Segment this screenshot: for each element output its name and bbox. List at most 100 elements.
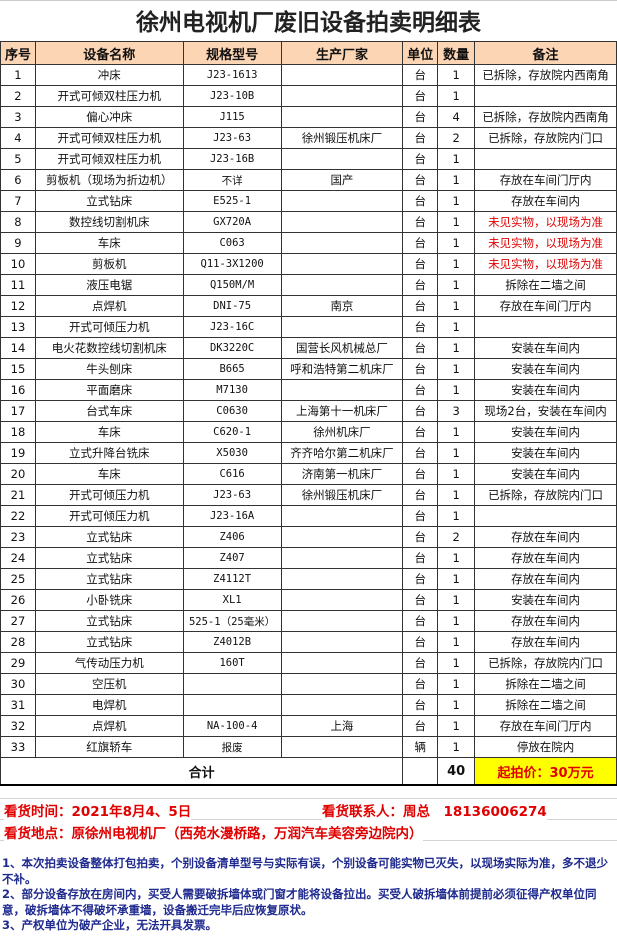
remarks-cell[interactable] <box>474 85 617 107</box>
unit-cell[interactable]: 台 <box>402 169 439 191</box>
row-index-cell[interactable]: 12 <box>0 295 36 317</box>
unit-cell[interactable]: 台 <box>402 127 439 149</box>
manufacturer-cell[interactable] <box>280 64 404 86</box>
remarks-cell[interactable]: 拆除在二墙之间 <box>474 673 617 695</box>
manufacturer-cell[interactable] <box>280 316 404 338</box>
manufacturer-cell[interactable] <box>280 673 404 695</box>
row-index-cell[interactable]: 24 <box>0 547 36 569</box>
remarks-cell[interactable]: 未见实物，以现场为准 <box>474 232 617 254</box>
quantity-cell[interactable]: 1 <box>437 463 476 485</box>
equipment-name-cell[interactable]: 车床 <box>34 463 184 485</box>
equipment-name-cell[interactable]: 液压电锯 <box>34 274 184 296</box>
remarks-cell[interactable]: 现场2台，安装在车间内 <box>474 400 617 422</box>
row-index-cell[interactable]: 8 <box>0 211 36 233</box>
header-remarks[interactable]: 备注 <box>474 41 617 65</box>
quantity-cell[interactable]: 1 <box>437 85 476 107</box>
manufacturer-cell[interactable] <box>280 106 404 128</box>
row-index-cell[interactable]: 7 <box>0 190 36 212</box>
model-cell[interactable]: J23-63 <box>182 127 282 149</box>
remarks-cell[interactable]: 存放在车间内 <box>474 547 617 569</box>
remarks-cell[interactable]: 安装在车间内 <box>474 442 617 464</box>
starting-price[interactable]: 起拍价：30万元 <box>474 757 617 786</box>
unit-cell[interactable]: 台 <box>402 106 439 128</box>
row-index-cell[interactable]: 28 <box>0 631 36 653</box>
equipment-name-cell[interactable]: 车床 <box>34 232 184 254</box>
equipment-name-cell[interactable]: 立式钻床 <box>34 631 184 653</box>
row-index-cell[interactable]: 29 <box>0 652 36 674</box>
header-unit[interactable]: 单位 <box>402 41 439 65</box>
unit-cell[interactable]: 台 <box>402 148 439 170</box>
quantity-cell[interactable]: 2 <box>437 526 476 548</box>
remarks-cell[interactable]: 已拆除，存放院内门口 <box>474 652 617 674</box>
unit-cell[interactable]: 台 <box>402 232 439 254</box>
quantity-cell[interactable]: 4 <box>437 106 476 128</box>
quantity-cell[interactable]: 1 <box>437 211 476 233</box>
remarks-cell[interactable]: 未见实物，以现场为准 <box>474 253 617 275</box>
row-index-cell[interactable]: 26 <box>0 589 36 611</box>
unit-cell[interactable]: 台 <box>402 463 439 485</box>
equipment-name-cell[interactable]: 立式升降台铣床 <box>34 442 184 464</box>
remarks-cell[interactable]: 安装在车间内 <box>474 463 617 485</box>
unit-cell[interactable]: 台 <box>402 652 439 674</box>
manufacturer-cell[interactable]: 呼和浩特第二机床厂 <box>280 358 404 380</box>
row-index-cell[interactable]: 10 <box>0 253 36 275</box>
unit-cell[interactable]: 台 <box>402 253 439 275</box>
model-cell[interactable]: C620-1 <box>182 421 282 443</box>
equipment-name-cell[interactable]: 开式可倾双柱压力机 <box>34 127 184 149</box>
unit-cell[interactable]: 台 <box>402 421 439 443</box>
quantity-cell[interactable]: 1 <box>437 673 476 695</box>
row-index-cell[interactable]: 30 <box>0 673 36 695</box>
unit-cell[interactable]: 台 <box>402 400 439 422</box>
equipment-name-cell[interactable]: 立式钻床 <box>34 610 184 632</box>
quantity-cell[interactable]: 1 <box>437 337 476 359</box>
model-cell[interactable]: Q150M/M <box>182 274 282 296</box>
equipment-name-cell[interactable]: 点焊机 <box>34 295 184 317</box>
row-index-cell[interactable]: 14 <box>0 337 36 359</box>
manufacturer-cell[interactable]: 徐州机床厂 <box>280 421 404 443</box>
quantity-cell[interactable]: 3 <box>437 400 476 422</box>
unit-cell[interactable]: 台 <box>402 358 439 380</box>
model-cell[interactable]: Z407 <box>182 547 282 569</box>
unit-cell[interactable]: 台 <box>402 526 439 548</box>
unit-cell[interactable]: 台 <box>402 442 439 464</box>
row-index-cell[interactable]: 33 <box>0 736 36 758</box>
model-cell[interactable]: 不详 <box>182 169 282 191</box>
model-cell[interactable]: Z4012B <box>182 631 282 653</box>
header-manufacturer[interactable]: 生产厂家 <box>280 41 404 65</box>
remarks-cell[interactable]: 停放在院内 <box>474 736 617 758</box>
remarks-cell[interactable]: 拆除在二墙之间 <box>474 694 617 716</box>
remarks-cell[interactable]: 拆除在二墙之间 <box>474 274 617 296</box>
equipment-name-cell[interactable]: 立式钻床 <box>34 190 184 212</box>
quantity-cell[interactable]: 1 <box>437 295 476 317</box>
equipment-name-cell[interactable]: 剪板机（现场为折边机） <box>34 169 184 191</box>
model-cell[interactable]: J115 <box>182 106 282 128</box>
row-index-cell[interactable]: 31 <box>0 694 36 716</box>
quantity-cell[interactable]: 1 <box>437 358 476 380</box>
model-cell[interactable]: 报废 <box>182 736 282 758</box>
row-index-cell[interactable]: 17 <box>0 400 36 422</box>
total-unit-cell[interactable] <box>402 757 439 786</box>
quantity-cell[interactable]: 1 <box>437 715 476 737</box>
equipment-name-cell[interactable]: 气传动压力机 <box>34 652 184 674</box>
manufacturer-cell[interactable] <box>280 232 404 254</box>
manufacturer-cell[interactable] <box>280 211 404 233</box>
manufacturer-cell[interactable]: 济南第一机床厂 <box>280 463 404 485</box>
unit-cell[interactable]: 台 <box>402 337 439 359</box>
quantity-cell[interactable]: 1 <box>437 547 476 569</box>
row-index-cell[interactable]: 2 <box>0 85 36 107</box>
manufacturer-cell[interactable]: 齐齐哈尔第二机床厂 <box>280 442 404 464</box>
quantity-cell[interactable]: 1 <box>437 568 476 590</box>
quantity-cell[interactable]: 1 <box>437 589 476 611</box>
unit-cell[interactable]: 台 <box>402 505 439 527</box>
quantity-cell[interactable]: 1 <box>437 652 476 674</box>
quantity-cell[interactable]: 1 <box>437 148 476 170</box>
model-cell[interactable] <box>182 694 282 716</box>
remarks-cell[interactable]: 已拆除，存放院内西南角 <box>474 64 617 86</box>
unit-cell[interactable]: 辆 <box>402 736 439 758</box>
equipment-name-cell[interactable]: 立式钻床 <box>34 526 184 548</box>
manufacturer-cell[interactable]: 国产 <box>280 169 404 191</box>
equipment-name-cell[interactable]: 开式可倾双柱压力机 <box>34 148 184 170</box>
manufacturer-cell[interactable] <box>280 547 404 569</box>
manufacturer-cell[interactable] <box>280 589 404 611</box>
remarks-cell[interactable]: 存放在车间门厅内 <box>474 715 617 737</box>
